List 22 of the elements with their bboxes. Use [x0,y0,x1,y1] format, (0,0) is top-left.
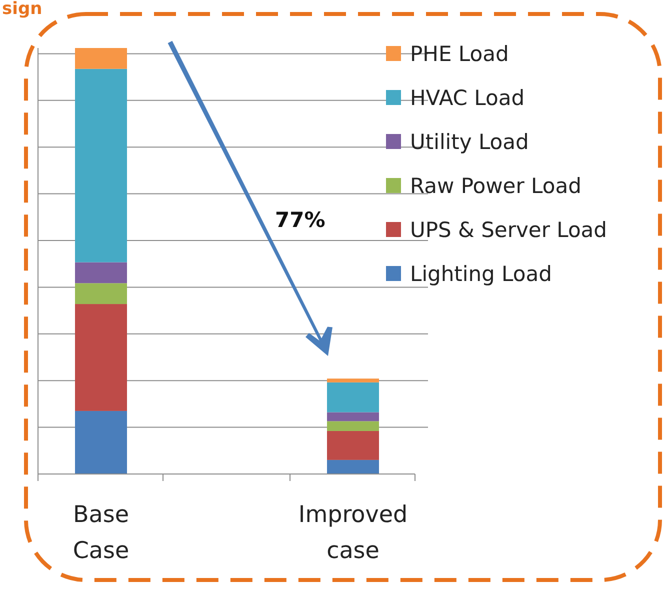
x-tick-label: Base Case [72,502,130,564]
bar [327,382,379,412]
bar [75,410,127,474]
legend-label: Raw Power Load [410,174,582,198]
bar [327,460,379,474]
bar [75,304,127,411]
bar [327,378,379,382]
legend-label: Lighting Load [410,262,552,286]
bar [75,283,127,304]
legend-label: PHE Load [410,42,509,66]
annotation: 77% [275,208,326,232]
legend-label: HVAC Load [410,86,525,110]
bar [327,421,379,431]
legend-label: Utility Load [410,130,529,154]
chart-title: sign [2,0,42,19]
bar [75,262,127,284]
bar [327,430,379,460]
bar [327,412,379,422]
legend-label: UPS & Server Load [410,218,608,242]
bar [75,48,127,69]
bar [75,68,127,262]
x-tick-label: Improved case [298,502,408,564]
